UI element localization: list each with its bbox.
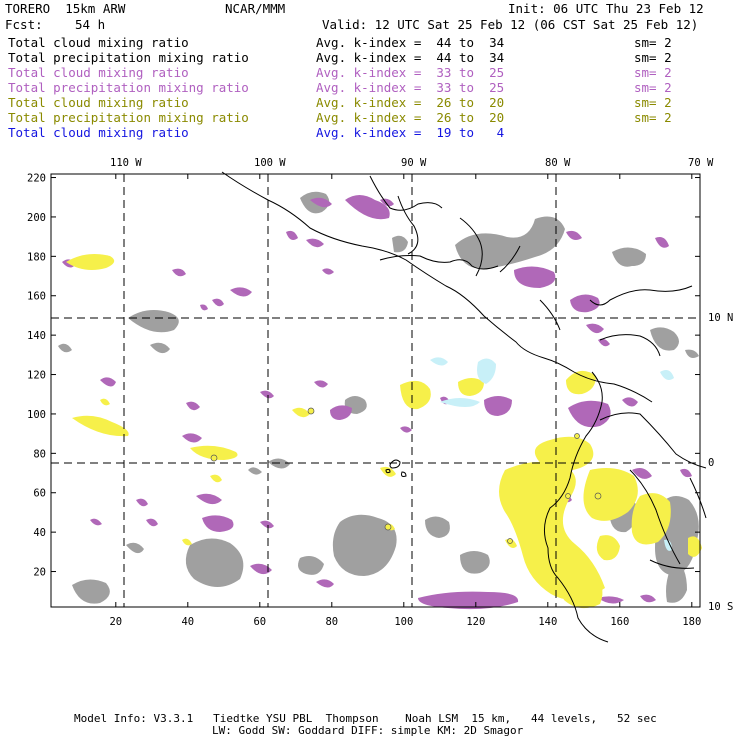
lat-label-10n: 10 N — [708, 312, 734, 324]
legend-sm-1: sm= 2 — [634, 35, 672, 50]
cloud-areas-purple — [62, 195, 692, 610]
center-title: NCAR/MMM — [225, 1, 286, 16]
lon-label-100w: 100 W — [254, 157, 286, 169]
y-tick-label: 200 — [27, 212, 46, 224]
x-tick-label: 180 — [682, 616, 701, 628]
legend-index-5: Avg. k-index = 26 to 20 — [316, 95, 505, 110]
footer-model-info: Model Info: V3.3.1 Tiedtke YSU PBL Thomp… — [74, 712, 657, 725]
y-tick-label: 120 — [27, 370, 46, 382]
y-tick-label: 160 — [27, 291, 46, 303]
legend-field-3: Total cloud mixing ratio — [8, 65, 189, 80]
y-tick-label: 180 — [27, 251, 46, 263]
lat-label-0: 0 — [708, 457, 715, 469]
model-title: TORERO 15km ARW — [5, 1, 126, 16]
y-tick-label: 140 — [27, 330, 46, 342]
legend-index-7: Avg. k-index = 19 to 4 — [316, 125, 505, 140]
legend-index-2: Avg. k-index = 44 to 34 — [316, 50, 505, 65]
legend-field-5: Total cloud mixing ratio — [8, 95, 189, 110]
x-tick-label: 80 — [325, 616, 338, 628]
cloud-areas-cyan — [430, 357, 674, 551]
x-tick-label: 60 — [253, 616, 266, 628]
x-tick-label: 100 — [394, 616, 413, 628]
y-tick-label: 100 — [27, 409, 46, 421]
lon-label-70w: 70 W — [688, 157, 714, 169]
footer-physics-info: LW: Godd SW: Goddard DIFF: simple KM: 2D… — [212, 724, 524, 737]
init-time: Init: 06 UTC Thu 23 Feb 12 — [508, 1, 704, 16]
y-tick-label: 220 — [27, 173, 46, 185]
valid-time: Valid: 12 UTC Sat 25 Feb 12 (06 CST Sat … — [322, 17, 699, 32]
legend-sm-6: sm= 2 — [634, 110, 672, 125]
y-tick-label: 40 — [33, 527, 46, 539]
plot-frame — [50, 173, 701, 608]
legend-index-6: Avg. k-index = 26 to 20 — [316, 110, 505, 125]
tick-marks — [51, 174, 700, 607]
x-tick-label: 140 — [538, 616, 557, 628]
legend-sm-2: sm= 2 — [634, 50, 672, 65]
x-tick-label: 160 — [610, 616, 629, 628]
legend-field-1: Total cloud mixing ratio — [8, 35, 189, 50]
legend-field-2: Total precipitation mixing ratio — [8, 50, 249, 65]
legend-field-7: Total cloud mixing ratio — [8, 125, 189, 140]
x-tick-label: 20 — [109, 616, 122, 628]
lon-label-80w: 80 W — [545, 157, 571, 169]
legend-sm-3: sm= 2 — [634, 65, 672, 80]
fcst-value: 54 h — [75, 17, 106, 32]
lon-label-90w: 90 W — [401, 157, 427, 169]
tick-labels: 220 200 180 160 140 120 100 80 60 40 20 20 40 60 80 100… — [27, 173, 701, 628]
x-tick-label: 120 — [466, 616, 485, 628]
legend-field-6: Total precipitation mixing ratio — [8, 110, 249, 125]
field-layer — [58, 191, 702, 610]
legend-index-4: Avg. k-index = 33 to 25 — [316, 80, 505, 95]
y-tick-label: 20 — [33, 567, 46, 579]
y-tick-label: 80 — [33, 448, 46, 460]
legend-index-1: Avg. k-index = 44 to 34 — [316, 35, 505, 50]
lon-label-110w: 110 W — [110, 157, 142, 169]
lat-label-10s: 10 S — [708, 601, 734, 613]
cloud-cells — [210, 407, 602, 544]
fcst-label: Fcst: — [5, 17, 43, 32]
legend-sm-4: sm= 2 — [634, 80, 672, 95]
legend-sm-5: sm= 2 — [634, 95, 672, 110]
coastlines — [221, 171, 707, 643]
legend-field-4: Total precipitation mixing ratio — [8, 80, 249, 95]
lat-lon-grid — [51, 174, 700, 607]
x-tick-label: 40 — [181, 616, 194, 628]
legend-index-3: Avg. k-index = 33 to 25 — [316, 65, 505, 80]
y-tick-label: 60 — [33, 488, 46, 500]
